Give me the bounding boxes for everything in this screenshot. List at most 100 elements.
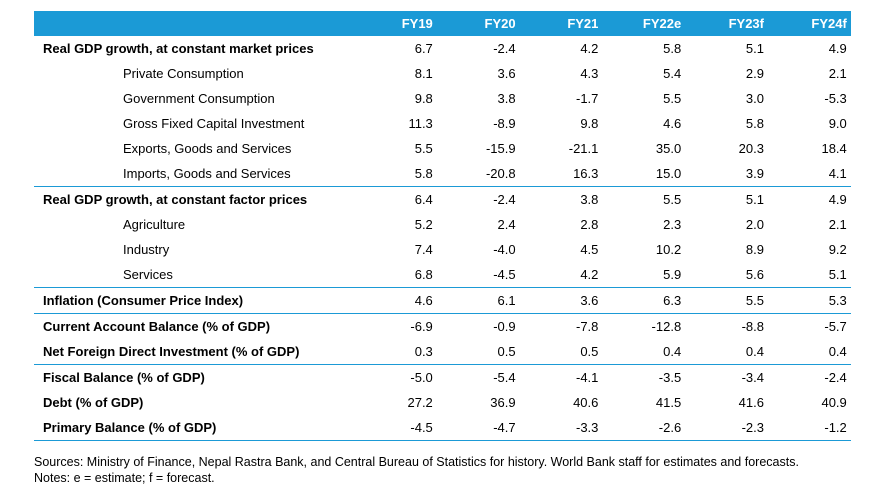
table-row: Imports, Goods and Services 5.8 -20.8 16.3 1… <box>34 161 851 186</box>
row-label: Services <box>123 267 173 282</box>
value-cell: -2.4 <box>824 370 847 385</box>
table-row: Real GDP growth, at constant market pric… <box>34 36 851 61</box>
value-cell: 0.4 <box>745 344 764 359</box>
row-label: Debt (% of GDP) <box>43 395 144 410</box>
value-cell: 0.5 <box>580 344 599 359</box>
header-year: FY19 <box>401 16 433 31</box>
value-cell: 4.1 <box>828 166 847 181</box>
value-cell: -20.8 <box>485 166 516 181</box>
value-cell: 2.0 <box>745 217 764 232</box>
value-cell: 35.0 <box>655 141 682 156</box>
value-cell: -5.7 <box>824 319 847 334</box>
value-cell: 4.2 <box>580 41 599 56</box>
value-cell: -4.5 <box>410 420 433 435</box>
value-cell: 15.0 <box>655 166 682 181</box>
value-cell: 4.9 <box>828 192 847 207</box>
table-header: FY19 FY20 FY21 FY22e FY23f FY24f <box>34 11 851 36</box>
value-cell: 11.3 <box>408 116 433 131</box>
row-label: Current Account Balance (% of GDP) <box>43 319 271 334</box>
value-cell: 2.1 <box>828 66 847 81</box>
value-cell: 0.4 <box>828 344 847 359</box>
row-group: Inflation (Consumer Price Index) 4.6 6.1 3.… <box>34 288 851 314</box>
table-row: Gross Fixed Capital Investment 11.3 -8.9 9.… <box>34 111 851 136</box>
value-cell: 5.5 <box>745 293 764 308</box>
value-cell: -5.4 <box>493 370 516 385</box>
value-cell: 5.1 <box>745 192 764 207</box>
table-body: Real GDP growth, at constant market pric… <box>34 36 851 441</box>
row-label: Inflation (Consumer Price Index) <box>43 293 244 308</box>
row-label: Real GDP growth, at constant factor pric… <box>43 192 308 207</box>
value-cell: -2.3 <box>741 420 764 435</box>
value-cell: 6.1 <box>497 293 516 308</box>
value-cell: 0.5 <box>497 344 516 359</box>
value-cell: 4.6 <box>414 293 433 308</box>
value-cell: -4.5 <box>493 267 516 282</box>
row-label: Industry <box>123 242 170 257</box>
value-cell: -1.7 <box>575 91 599 106</box>
value-cell: -4.0 <box>493 242 516 257</box>
header-year: FY20 <box>484 16 516 31</box>
row-label: Fiscal Balance (% of GDP) <box>43 370 205 385</box>
value-cell: -3.4 <box>741 370 764 385</box>
value-cell: -6.9 <box>410 319 433 334</box>
value-cell: 4.9 <box>828 41 847 56</box>
row-label: Gross Fixed Capital Investment <box>123 116 305 131</box>
table-row: Inflation (Consumer Price Index) 4.6 6.1 3.… <box>34 288 851 313</box>
value-cell: -3.3 <box>575 420 599 435</box>
value-cell: -21.1 <box>568 141 599 156</box>
macro-indicators-table: FY19 FY20 FY21 FY22e FY23f FY24f Real GD… <box>34 11 851 441</box>
value-cell: 2.1 <box>828 217 847 232</box>
value-cell: 4.5 <box>580 242 599 257</box>
value-cell: 5.4 <box>663 66 682 81</box>
row-label: Exports, Goods and Services <box>123 141 292 156</box>
value-cell: 6.7 <box>414 41 433 56</box>
table-row: Primary Balance (% of GDP) -4.5 -4.7 -3.3 -2… <box>34 415 851 440</box>
value-cell: -0.9 <box>493 319 516 334</box>
row-label: Private Consumption <box>123 66 244 81</box>
value-cell: -4.7 <box>493 420 516 435</box>
value-cell: 18.4 <box>821 141 847 156</box>
value-cell: 36.9 <box>490 395 516 410</box>
value-cell: 5.5 <box>663 192 682 207</box>
value-cell: 5.3 <box>828 293 847 308</box>
value-cell: 10.2 <box>655 242 682 257</box>
value-cell: 5.9 <box>663 267 682 282</box>
value-cell: -8.9 <box>493 116 516 131</box>
table-row: Private Consumption 8.1 3.6 4.3 5.4 2.9 2.1 <box>34 61 851 86</box>
value-cell: -5.3 <box>824 91 847 106</box>
row-label: Net Foreign Direct Investment (% of GDP) <box>43 344 300 359</box>
value-cell: -5.0 <box>410 370 433 385</box>
table-row: Current Account Balance (% of GDP) -6.9 -0… <box>34 314 851 339</box>
value-cell: 4.3 <box>580 66 599 81</box>
value-cell: 9.2 <box>828 242 847 257</box>
value-cell: 20.3 <box>738 141 764 156</box>
value-cell: 4.2 <box>580 267 599 282</box>
row-label: Government Consumption <box>123 91 275 106</box>
value-cell: 5.1 <box>828 267 847 282</box>
value-cell: 3.9 <box>745 166 764 181</box>
value-cell: 41.6 <box>738 395 764 410</box>
row-group: Current Account Balance (% of GDP) -6.9 -0… <box>34 314 851 365</box>
value-cell: 9.8 <box>580 116 599 131</box>
value-cell: 27.2 <box>407 395 433 410</box>
value-cell: 5.8 <box>414 166 433 181</box>
value-cell: -4.1 <box>575 370 599 385</box>
value-cell: 4.6 <box>663 116 682 131</box>
value-cell: 5.8 <box>745 116 764 131</box>
value-cell: 40.6 <box>573 395 599 410</box>
source-note: Sources: Ministry of Finance, Nepal Rast… <box>34 455 799 485</box>
row-group: Fiscal Balance (% of GDP) -5.0 -5.4 -4.1 -3.… <box>34 365 851 441</box>
table-row: Net Foreign Direct Investment (% of GDP)… <box>34 339 851 364</box>
value-cell: 3.6 <box>497 66 516 81</box>
value-cell: -1.2 <box>824 420 847 435</box>
value-cell: -3.5 <box>658 370 682 385</box>
table-row: Agriculture 5.2 2.4 2.8 2.3 2.0 2.1 <box>34 212 851 237</box>
row-group: Real GDP growth, at constant market pric… <box>34 36 851 187</box>
value-cell: 5.1 <box>745 41 764 56</box>
value-cell: 2.8 <box>580 217 599 232</box>
value-cell: 9.8 <box>414 91 433 106</box>
value-cell: 3.8 <box>580 192 599 207</box>
value-cell: 5.5 <box>414 141 433 156</box>
value-cell: 2.9 <box>745 66 764 81</box>
header-year: FY23f <box>728 16 764 31</box>
